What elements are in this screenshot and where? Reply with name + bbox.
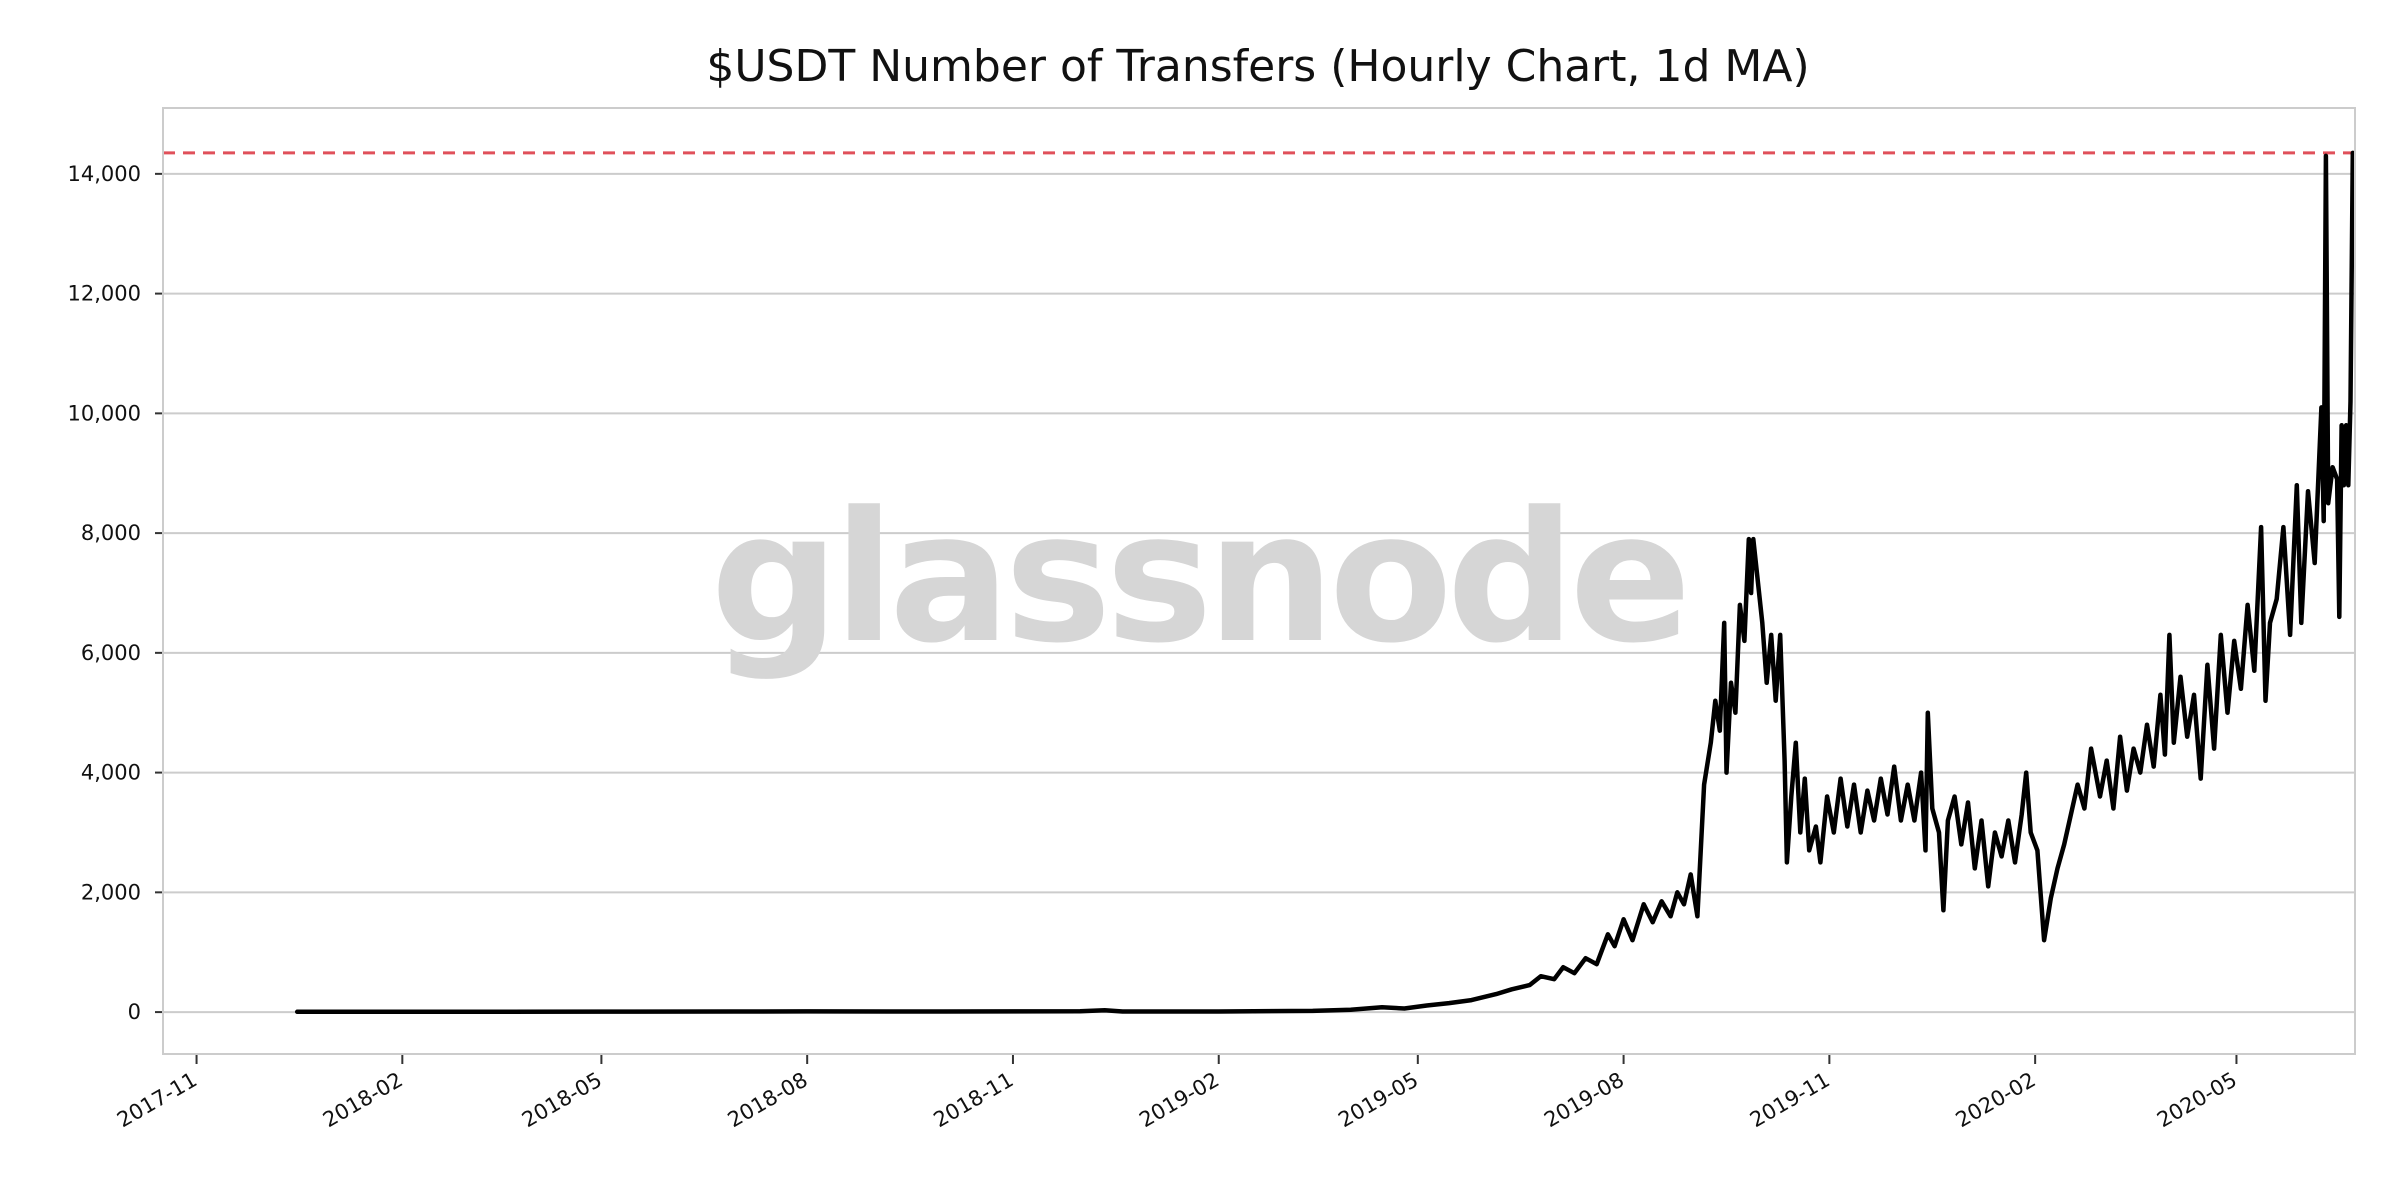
x-tick-label: 2020-05 [2153, 1068, 2241, 1133]
x-tick-label: 2017-11 [113, 1068, 201, 1133]
x-tick-label: 2019-11 [1746, 1068, 1834, 1133]
series-line-transfers [294, 150, 2356, 1015]
plot-frame [162, 107, 2356, 1055]
x-tick-label: 2019-08 [1540, 1068, 1628, 1133]
glassnode-watermark: glassnode [710, 474, 1685, 683]
x-tick-label: 2018-08 [724, 1068, 812, 1133]
chart-title: $USDT Number of Transfers (Hourly Chart,… [706, 41, 1809, 92]
y-tick-label: 0 [128, 1000, 141, 1024]
series-layer [294, 150, 2356, 1015]
grid-layer [163, 172, 2355, 1014]
y-tick-label: 4,000 [81, 761, 141, 785]
y-tick-label: 12,000 [68, 282, 141, 306]
x-tick-label: 2018-02 [319, 1068, 407, 1133]
y-tick-label: 8,000 [81, 521, 141, 545]
x-tick-label: 2019-02 [1135, 1068, 1223, 1133]
x-tick-label: 2018-11 [929, 1068, 1017, 1133]
y-tick-label: 2,000 [81, 880, 141, 904]
y-tick-label: 6,000 [81, 641, 141, 665]
x-tick-label: 2018-05 [518, 1068, 606, 1133]
x-tick-label: 2020-02 [1952, 1068, 2040, 1133]
y-tick-label: 10,000 [68, 401, 141, 425]
x-tick-label: 2019-05 [1334, 1068, 1422, 1133]
y-tick-label: 14,000 [68, 162, 141, 186]
